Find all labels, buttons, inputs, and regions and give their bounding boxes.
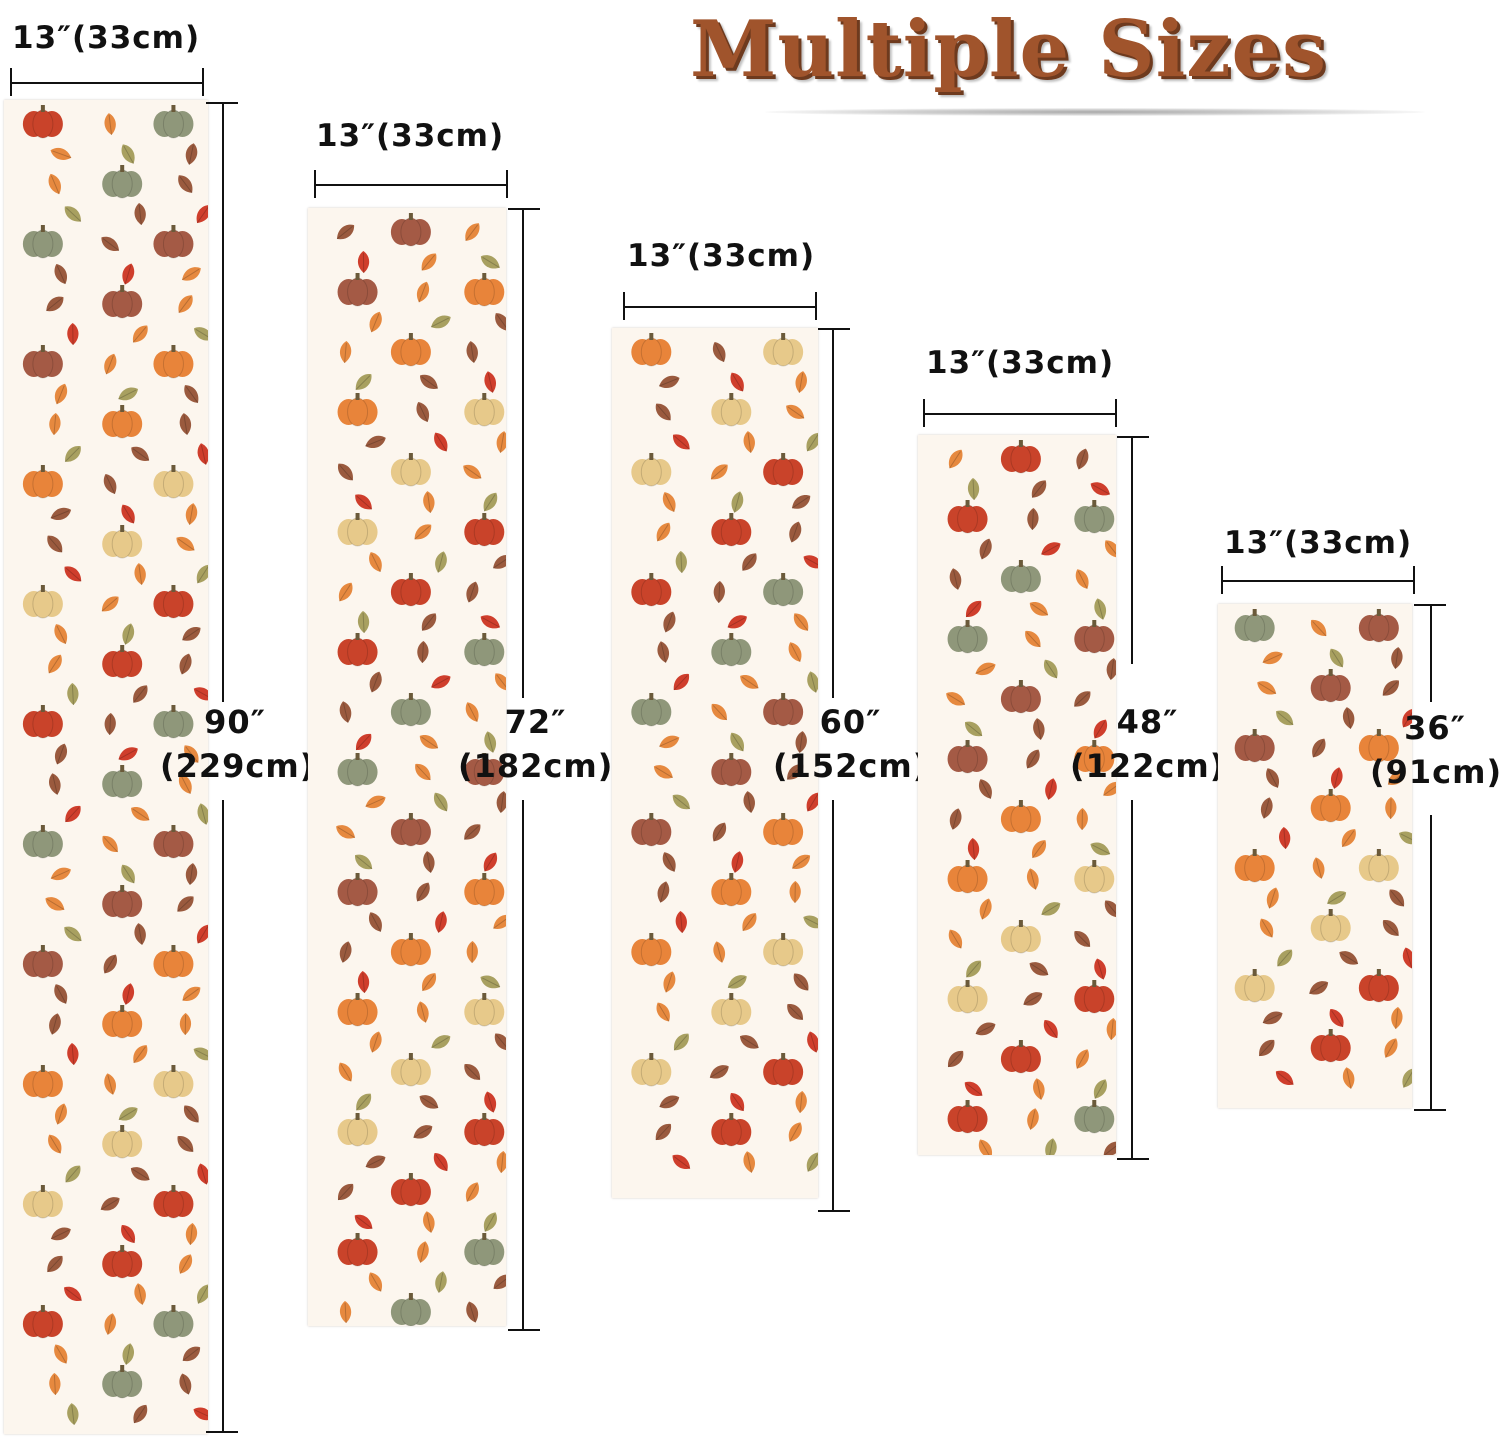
- length-dimension-line: [832, 800, 834, 1212]
- length-inches: 36″: [1404, 709, 1466, 747]
- width-dimension-line: [314, 184, 508, 186]
- runner-pattern: [612, 328, 818, 1198]
- width-dimension-line: [1221, 580, 1415, 582]
- runner-5-length-label: 36″ (91cm): [1370, 706, 1500, 794]
- runner-5-width-label: 13″(33cm): [1224, 525, 1413, 561]
- length-dimension-line: [1430, 604, 1432, 702]
- width-dimension-tick: [1413, 566, 1415, 594]
- length-dimension-tick: [508, 1329, 540, 1331]
- length-centimeters: (229cm): [160, 747, 316, 785]
- length-dimension-line: [222, 102, 224, 702]
- length-inches: 48″: [1116, 703, 1179, 741]
- width-dimension-tick: [815, 292, 817, 320]
- length-dimension-tick: [1117, 1158, 1149, 1160]
- runner-4-image: [918, 435, 1116, 1155]
- runner-1-width-label: 13″(33cm): [12, 20, 201, 56]
- length-dimension-tick: [1414, 1109, 1446, 1111]
- width-dimension-tick: [623, 292, 625, 320]
- width-dimension-tick: [923, 399, 925, 427]
- width-dimension-tick: [1221, 566, 1223, 594]
- runner-3-image: [612, 328, 818, 1198]
- length-centimeters: (91cm): [1370, 753, 1500, 791]
- length-dimension-line: [522, 208, 524, 698]
- length-dimension-tick: [206, 1431, 238, 1433]
- length-dimension-line: [1131, 800, 1133, 1160]
- width-dimension-line: [923, 413, 1117, 415]
- length-inches: 72″: [504, 703, 567, 741]
- runner-5-image: [1218, 604, 1412, 1108]
- length-dimension-line: [1430, 815, 1432, 1111]
- length-dimension-tick: [1117, 436, 1149, 438]
- runner-pattern: [308, 208, 506, 1326]
- length-dimension-line: [1131, 436, 1133, 664]
- length-dimension-tick: [818, 1210, 850, 1212]
- length-dimension-tick: [508, 208, 540, 210]
- width-dimension-tick: [202, 68, 204, 96]
- runner-pattern: [4, 100, 208, 1434]
- width-dimension-tick: [1115, 399, 1117, 427]
- length-dimension-line: [222, 800, 224, 1432]
- width-dimension-tick: [314, 170, 316, 198]
- runner-1-image: [4, 100, 208, 1434]
- runner-4-width-label: 13″(33cm): [926, 345, 1115, 381]
- runner-3-width-label: 13″(33cm): [627, 238, 816, 274]
- length-centimeters: (122cm): [1070, 747, 1226, 785]
- length-centimeters: (152cm): [773, 747, 929, 785]
- length-centimeters: (182cm): [458, 747, 614, 785]
- width-dimension-line: [623, 306, 817, 308]
- runner-4-length-label: 48″ (122cm): [1070, 700, 1225, 788]
- runner-pattern: [918, 435, 1116, 1155]
- runner-2-width-label: 13″(33cm): [316, 118, 505, 154]
- runner-2-image: [308, 208, 506, 1326]
- length-dimension-line: [522, 800, 524, 1330]
- length-dimension-line: [832, 328, 834, 698]
- length-inches: 60″: [819, 703, 882, 741]
- runner-3-length-label: 60″ (152cm): [773, 700, 928, 788]
- width-dimension-tick: [10, 68, 12, 96]
- title-underline: [765, 108, 1425, 116]
- runner-2-length-label: 72″ (182cm): [458, 700, 613, 788]
- width-dimension-tick: [506, 170, 508, 198]
- page-title: Multiple Sizes: [690, 4, 1328, 95]
- runner-1-length-label: 90″ (229cm): [160, 700, 316, 788]
- length-inches: 90″: [204, 703, 266, 741]
- length-dimension-tick: [818, 328, 850, 330]
- width-dimension-line: [10, 82, 204, 84]
- runner-pattern: [1218, 604, 1412, 1108]
